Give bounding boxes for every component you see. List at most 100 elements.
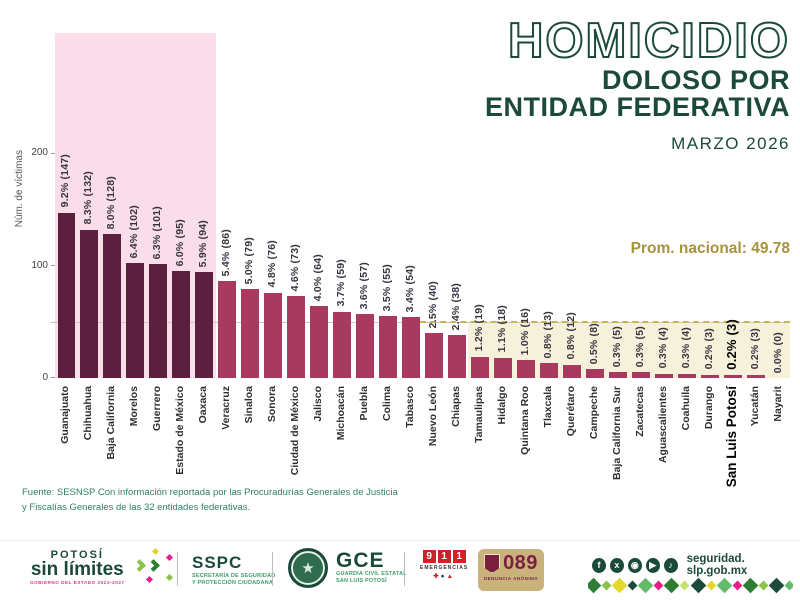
bar-value-label: 0.3% (5) [633,326,646,368]
x-axis-label-tabasco: Tabasco [404,386,417,428]
footer-divider [272,552,273,586]
bar-san-luis-potosi [723,374,742,378]
bar-jalisco [310,306,329,378]
bar-tabasco [402,317,420,378]
x-axis-label-puebla: Puebla [358,386,371,421]
x-axis-label-coahuila: Coahuila [679,386,692,431]
x-axis-label-sonora: Sonora [266,386,279,423]
x-axis-label-guerrero: Guerrero [151,386,164,431]
bar-value-label: 2.5% (40) [426,280,439,328]
bar-value-label: 8.0% (128) [105,175,118,229]
x-axis-label-tamaulipas: Tamaulipas [472,386,485,443]
x-axis-label-baja-california-sur: Baja California Sur [610,386,623,480]
guardia-civil-estatal-badge-icon: ★ [288,548,328,588]
bar-baja-california [103,234,122,378]
potosi-logo-main-text: sin límites [30,559,124,580]
bar-value-label: 3.5% (55) [381,263,394,312]
bar-value-label: 0.8% (13) [541,311,554,359]
footer-divider [177,552,178,586]
x-axis-label-campeche: Campeche [587,386,600,440]
089-shield-icon [484,554,501,573]
bar-value-label: 6.4% (102) [128,204,141,259]
social-links: f x ◉ ▶ ♪ seguridad. slp.gob.mx [592,553,800,577]
bar-value-label: 0.3% (4) [679,327,692,369]
website-link[interactable]: seguridad. slp.gob.mx [686,553,748,577]
089-number: 089 [503,552,538,574]
x-axis-label-baja-california: Baja California [105,386,118,460]
bar-chihuahua [80,229,99,378]
pattern-diamond [611,577,628,593]
x-axis-label-hidalgo: Hidalgo [495,386,508,425]
x-axis-label-sinaloa: Sinaloa [243,386,256,424]
bar-value-label: 4.6% (73) [289,243,302,291]
gce-abbr: GCE [336,549,385,572]
facebook-icon[interactable]: f [592,557,606,573]
footer-bar: POTOSÍ sin límites GOBIERNO DEL ESTADO 2… [0,540,800,600]
bar-value-label: 3.4% (54) [404,264,417,313]
911-label: EMERGENCIAS [420,565,469,571]
bar-estado-de-mexico [172,271,191,378]
x-axis-label-michoacan: Michoacán [335,386,348,441]
x-axis-label-veracruz: Veracruz [220,386,233,430]
bar-michoacan [333,311,352,378]
bar-sinaloa [241,289,260,378]
bar-campeche [585,369,604,378]
x-axis-label-morelos: Morelos [128,386,141,427]
pattern-diamond [706,580,717,590]
bar-guerrero [149,264,168,378]
bar-zacatecas [631,372,650,378]
bar-value-label: 3.6% (57) [358,261,371,309]
bar-value-label: 0.2% (3) [702,328,715,370]
pattern-diamond [742,577,759,593]
x-axis-label-chihuahua: Chihuahua [82,386,95,441]
bar-puebla [356,313,375,378]
youtube-icon[interactable]: ▶ [645,557,660,573]
instagram-icon[interactable]: ◉ [627,557,642,573]
pattern-diamond [732,580,743,590]
089-label: DENUNCIA ANÓNIMA [483,576,539,581]
x-axis-label-ciudad-de-mexico: Ciudad de México [289,386,302,476]
y-tick-200: 200 [31,147,48,158]
x-twitter-icon[interactable]: x [609,557,624,573]
tiktok-icon[interactable]: ♪ [663,557,678,573]
x-axis-label-queretaro: Querétaro [564,386,577,437]
potosi-sin-limites-logo: POTOSÍ sin límites GOBIERNO DEL ESTADO 2… [30,548,179,585]
y-axis-label: Núm. de víctimas [14,150,25,228]
bar-veracruz [218,281,237,378]
bar-value-label: 0.8% (12) [564,312,577,360]
bar-sonora [264,292,283,378]
x-axis-label-estado-de-mexico: Estado de México [174,386,187,475]
bar-value-label: 0.5% (8) [587,322,600,364]
footer-divider [404,552,405,586]
bar-chart-plot: 9.2% (147) 8.3% (132) 8.0% (128) 6.4% (102)… [55,33,790,378]
x-axis-label-tlaxcala: Tlaxcala [541,386,554,428]
gce-logo: GCE GUARDIA CIVIL ESTATAL SAN LUIS POTOS… [336,549,407,585]
x-axis-label-san-luis-potosi: San Luis Potosí [724,386,740,488]
bar-aguascalientes [654,373,673,378]
x-axis-label-chiapas: Chiapas [449,386,462,427]
y-tickmark-average [51,322,55,323]
anonymous-tip-089-logo: 089 DENUNCIA ANÓNIMA [478,549,544,591]
x-axis-label-aguascalientes: Aguascalientes [656,386,669,464]
bar-value-label: 4.8% (76) [266,240,279,288]
x-axis-label-yucatan: Yucatán [748,386,761,427]
pattern-diamond [601,580,612,590]
bar-value-label: 9.2% (147) [59,154,72,208]
pattern-diamond [627,580,638,590]
bar-tamaulipas [470,356,489,378]
page-subtitle-line1: DOLOSO POR [601,65,790,96]
national-average-label: Prom. nacional: 49.78 [630,240,790,257]
bar-value-label: 1.0% (16) [518,307,531,355]
y-tick-100: 100 [31,260,48,271]
pattern-diamond [758,580,769,590]
bar-value-label: 6.3% (101) [151,206,164,260]
page-subtitle-line2: ENTIDAD FEDERATIVA [485,92,790,123]
pattern-diamond [690,577,706,593]
bar-chiapas [447,335,466,378]
pattern-diamond [664,577,680,593]
bar-value-label: 1.2% (19) [472,304,485,352]
bar-queretaro [562,364,581,378]
bar-value-label: 5.4% (86) [220,228,233,277]
source-line2: y Fiscalías Generales de las 32 entidade… [22,501,251,513]
x-axis-label-quintana-roo: Quintana Roo [518,386,531,455]
